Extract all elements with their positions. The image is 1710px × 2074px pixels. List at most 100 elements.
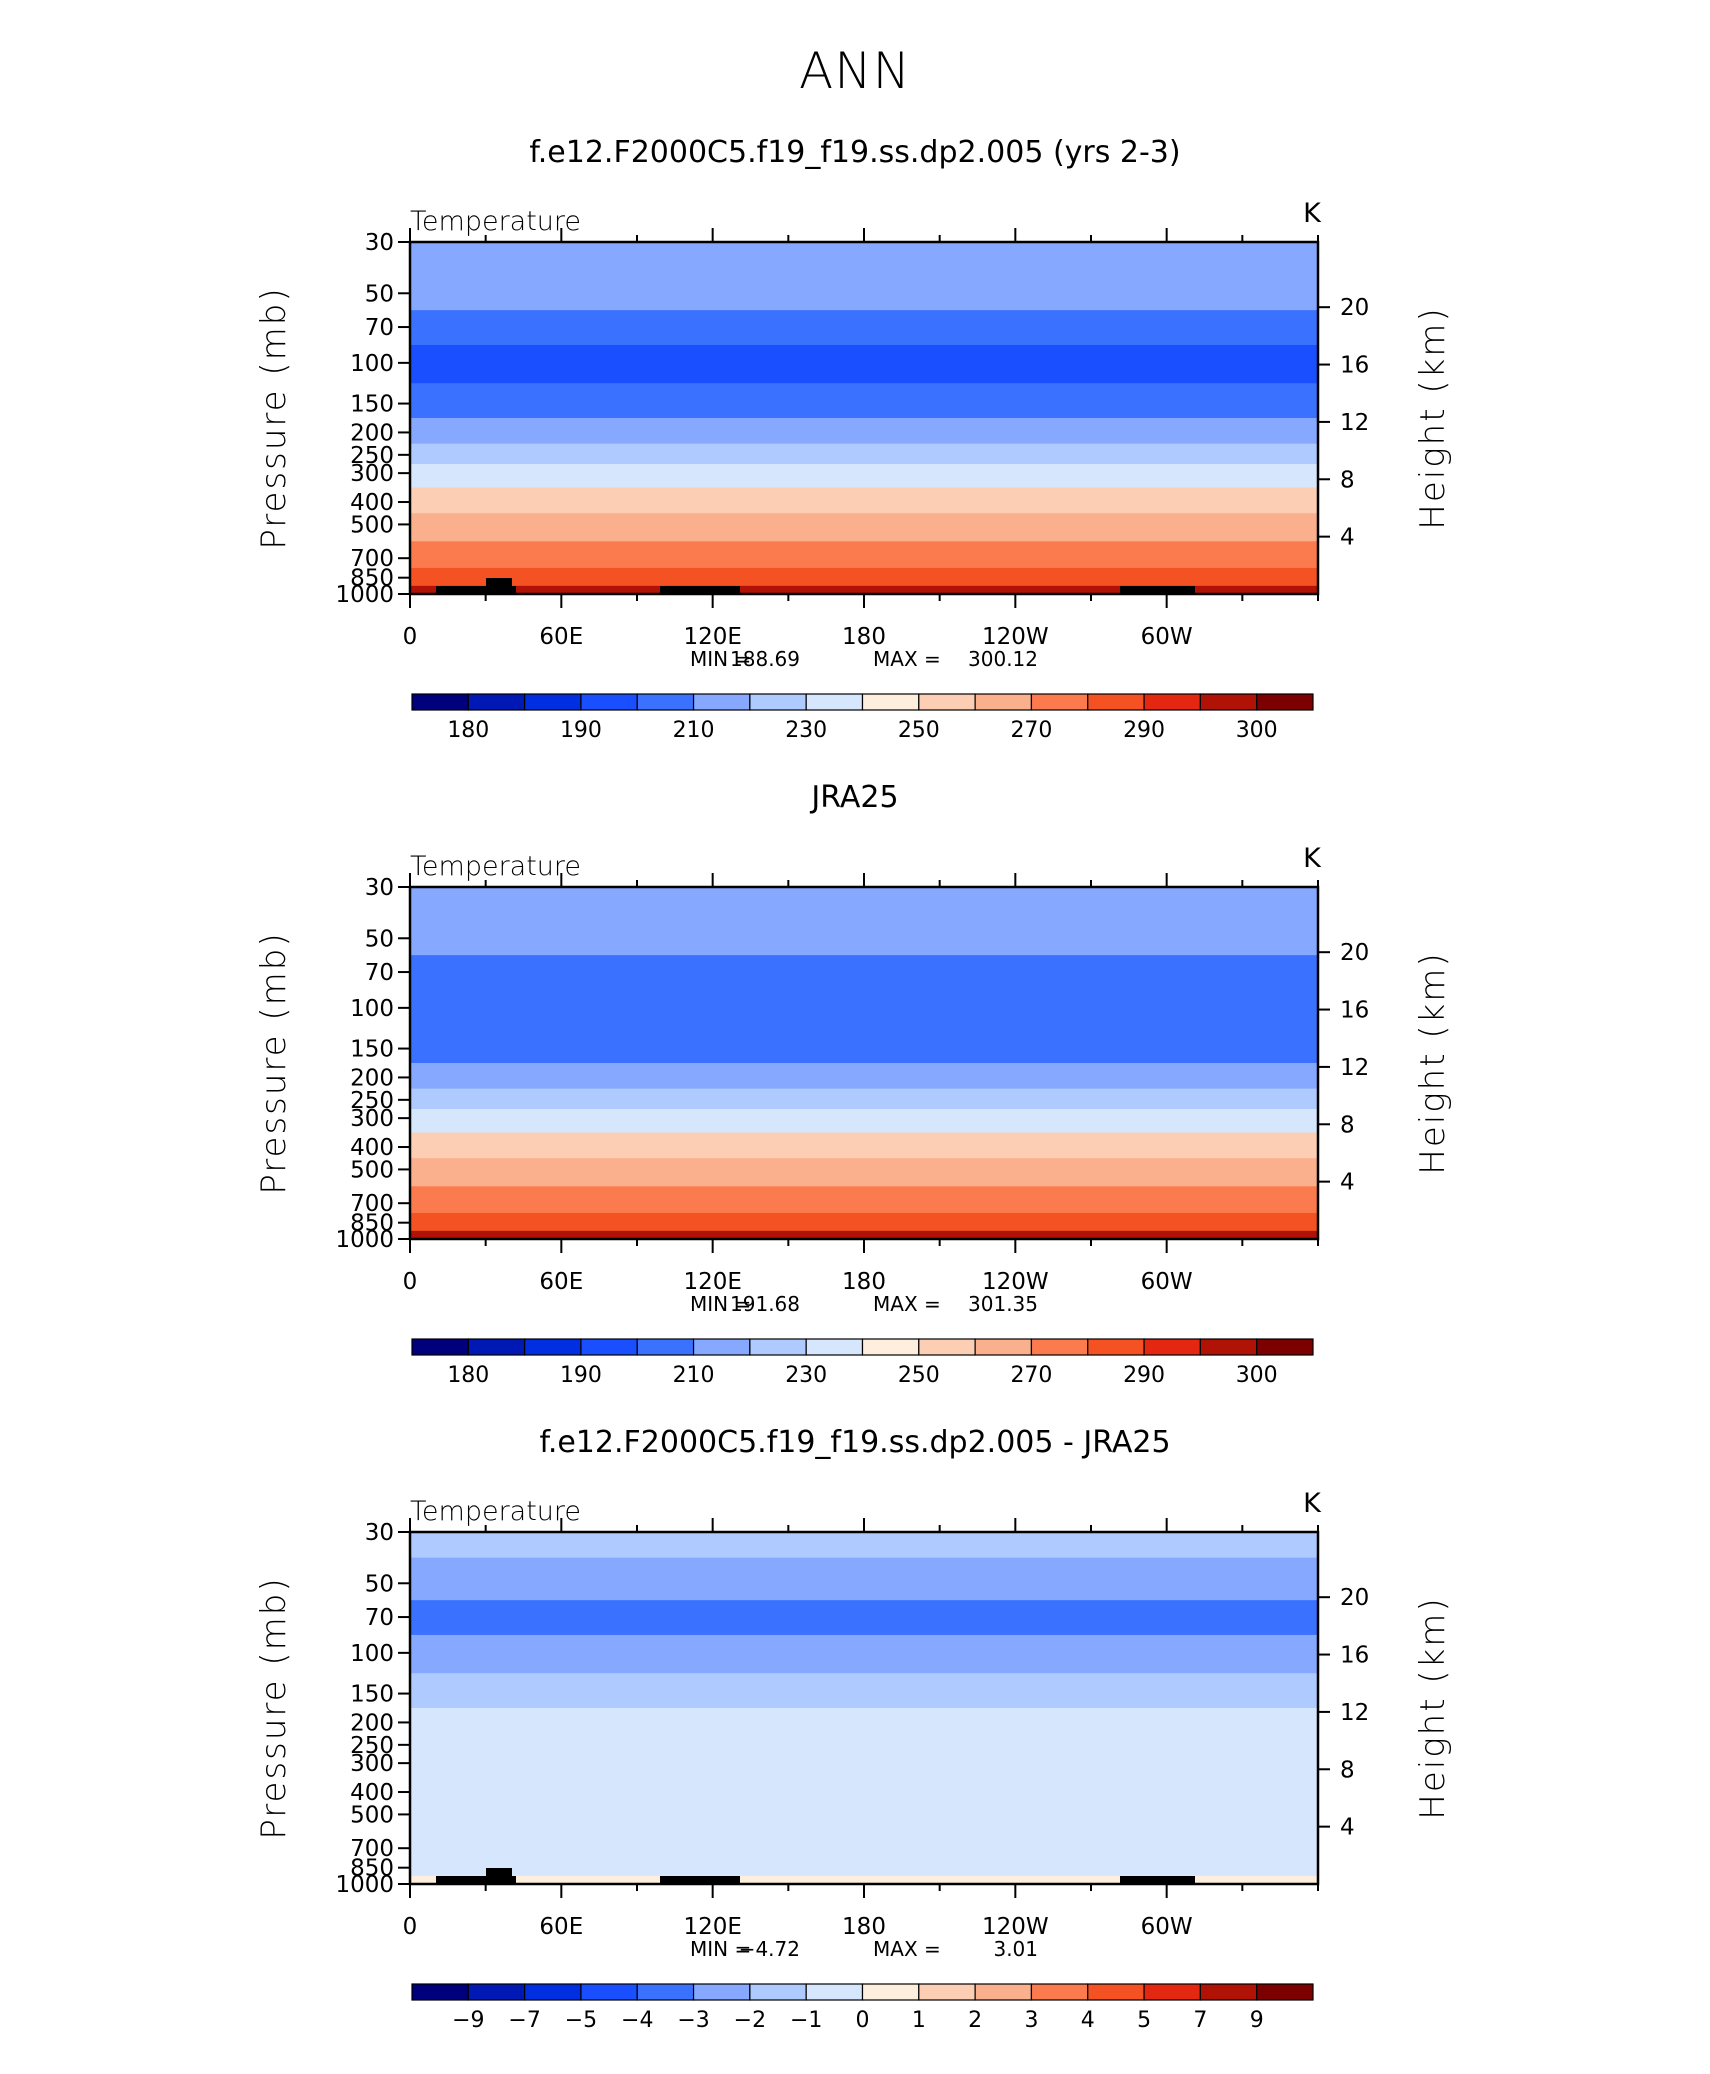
units-label: K	[1303, 198, 1322, 229]
y-tick-label: 30	[365, 875, 394, 901]
x-tick-label: 60W	[1141, 1269, 1193, 1295]
colorbar-box	[1199, 1983, 1258, 2001]
colorbar-label: 270	[1010, 718, 1052, 743]
land-mask	[436, 586, 516, 594]
x-tick-label: 120E	[683, 624, 741, 650]
y-tick-label: 70	[365, 1605, 394, 1631]
colorbar-label: 7	[1193, 2008, 1207, 2033]
y-right-tick-label: 8	[1340, 467, 1355, 493]
x-tick-label: 60E	[539, 1269, 583, 1295]
contour-band	[410, 463, 1318, 489]
y-tick-label: 300	[350, 461, 394, 487]
contour-band	[410, 1557, 1318, 1601]
y-right-tick-label: 12	[1340, 1055, 1369, 1081]
y-right-tick-label: 20	[1340, 1585, 1369, 1611]
colorbar-label: 250	[898, 718, 940, 743]
contour-band	[410, 541, 1318, 569]
colorbar-label: −4	[621, 2008, 653, 2033]
colorbar-box	[974, 693, 1033, 711]
y-tick-label: 400	[350, 490, 394, 516]
contour-band	[410, 418, 1318, 445]
max-value: 3.01	[993, 1937, 1038, 1961]
y-tick-label: 30	[365, 1520, 394, 1546]
y-right-tick-label: 12	[1340, 410, 1369, 436]
x-tick-label: 120W	[982, 624, 1049, 650]
variable-label: Temperature	[410, 206, 581, 237]
colorbar-box	[1199, 693, 1258, 711]
y-right-tick-label: 4	[1340, 1815, 1355, 1841]
colorbar-label: −2	[734, 2008, 766, 2033]
x-tick-label: 120E	[683, 1914, 741, 1940]
colorbar-label: 1	[912, 2008, 926, 2033]
panel-diff: f.e12.F2000C5.f19_f19.ss.dp2.005 - JRA25…	[254, 1425, 1453, 2033]
colorbar-box	[524, 693, 582, 711]
colorbar-box	[467, 1983, 526, 2001]
min-label: MIN =	[690, 1937, 751, 1961]
colorbar-box	[805, 1338, 864, 1356]
y-tick-label: 100	[350, 1641, 394, 1667]
y-tick-label: 70	[365, 315, 394, 341]
x-tick-label: 0	[403, 624, 418, 650]
contour-band	[410, 1673, 1318, 1709]
colorbar-box	[861, 1983, 920, 2001]
colorbar-label: −3	[677, 2008, 709, 2033]
colorbar-box	[1030, 693, 1089, 711]
colorbar-label: 5	[1137, 2008, 1151, 2033]
y-tick-label: 150	[350, 1682, 394, 1708]
y-right-tick-label: 16	[1340, 353, 1369, 379]
y-tick-label: 1000	[335, 582, 394, 608]
y-right-tick-label: 8	[1340, 1112, 1355, 1138]
colorbar-box	[580, 1338, 638, 1356]
x-tick-label: 0	[403, 1269, 418, 1295]
contour-band	[410, 513, 1318, 542]
colorbar-box	[974, 1338, 1033, 1356]
colorbar-box	[1143, 1983, 1201, 2001]
land-mask	[660, 1876, 740, 1884]
y-right-axis-title: Height (km)	[1413, 306, 1453, 529]
y-tick-label: 850	[350, 1211, 394, 1237]
y-tick-label: 250	[350, 1733, 394, 1759]
contour-band	[410, 1831, 1318, 1859]
colorbar-box	[467, 693, 526, 711]
colorbar-box	[636, 1338, 695, 1356]
y-tick-label: 50	[365, 926, 394, 952]
contour-band	[410, 1875, 1318, 1885]
y-tick-label: 300	[350, 1106, 394, 1132]
colorbar-box	[1256, 1983, 1314, 2001]
colorbar-box	[749, 1983, 807, 2001]
units-label: K	[1303, 1488, 1322, 1519]
colorbar-label: 300	[1236, 1363, 1278, 1388]
max-label: MAX =	[873, 1292, 941, 1316]
y-tick-label: 400	[350, 1780, 394, 1806]
land-mask	[1120, 586, 1195, 594]
colorbar-box	[861, 1338, 920, 1356]
contour-band	[410, 1063, 1318, 1090]
colorbar-label: 250	[898, 1363, 940, 1388]
y-right-tick-label: 16	[1340, 998, 1369, 1024]
panel-obs: JRA25 Temperature K 0 60E 120E 180 120W 60W 30 50 7…	[254, 780, 1453, 1388]
y-tick-label: 850	[350, 1856, 394, 1882]
y-right-tick-label: 20	[1340, 295, 1369, 321]
land-mask	[486, 1868, 512, 1884]
colorbar-box	[692, 1983, 751, 2001]
colorbar-box	[692, 693, 751, 711]
colorbar-box	[1087, 1338, 1145, 1356]
colorbar-box	[918, 1983, 976, 2001]
contour-band	[410, 267, 1318, 311]
colorbar-box	[636, 693, 695, 711]
colorbar-label: 230	[785, 1363, 827, 1388]
x-tick-label: 120W	[982, 1269, 1049, 1295]
colorbar-box	[1143, 693, 1201, 711]
contour-band	[410, 487, 1318, 514]
min-value: 188.69	[730, 647, 800, 671]
colorbar-label: 2	[968, 2008, 982, 2033]
colorbar-label: 230	[785, 718, 827, 743]
contour-band	[410, 887, 1318, 914]
colorbar-box	[1030, 1338, 1089, 1356]
colorbar-box	[411, 693, 469, 711]
colorbar-box	[1256, 1338, 1314, 1356]
y-tick-label: 200	[350, 1065, 394, 1091]
x-tick-label: 180	[842, 624, 886, 650]
colorbar-label: 180	[447, 718, 489, 743]
colorbar-box	[580, 693, 638, 711]
